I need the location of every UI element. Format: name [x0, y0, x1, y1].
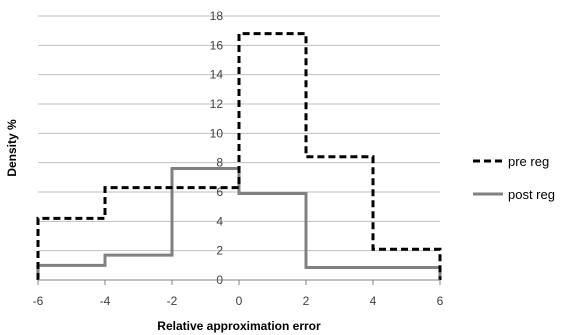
x-tick-label: 0: [236, 294, 243, 308]
y-tick-label: 12: [210, 97, 224, 111]
x-axis-title: Relative approximation error: [157, 319, 321, 333]
x-tick-label: -4: [100, 294, 111, 308]
y-tick-label: 16: [210, 38, 224, 52]
legend-label-post-reg: post reg: [508, 187, 555, 202]
series-line-post-reg: [36, 167, 442, 280]
series-line-pre-reg: [36, 32, 442, 280]
legend-label-pre-reg: pre reg: [508, 154, 549, 169]
y-tick-label: 4: [216, 214, 223, 228]
x-tick-label: 4: [370, 294, 377, 308]
x-axis-ticks: -6 -4 -2 0 2 4 6: [33, 280, 444, 308]
y-tick-label: 6: [216, 185, 223, 199]
y-tick-label: 14: [210, 68, 224, 82]
y-tick-label: 18: [210, 9, 224, 23]
y-tick-label: 2: [216, 244, 223, 258]
x-tick-label: 2: [303, 294, 310, 308]
y-axis-title: Density %: [5, 119, 19, 177]
series-lines: [36, 32, 442, 280]
x-tick-label: -2: [167, 294, 178, 308]
y-tick-label: 8: [216, 156, 223, 170]
x-tick-label: 6: [437, 294, 444, 308]
legend: pre reg post reg: [473, 154, 555, 202]
y-tick-label: 10: [210, 126, 224, 140]
x-tick-label: -6: [33, 294, 44, 308]
